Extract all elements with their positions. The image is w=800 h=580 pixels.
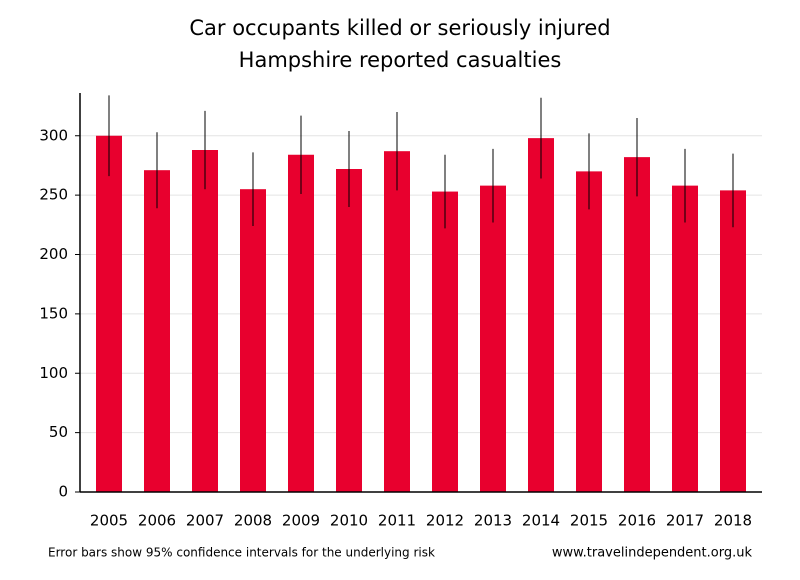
bar (624, 157, 650, 492)
x-tick-label: 2015 (570, 512, 608, 530)
x-tick-label: 2008 (234, 512, 272, 530)
y-tick-label: 250 (39, 186, 68, 204)
x-tick-label: 2012 (426, 512, 464, 530)
bar (384, 151, 410, 492)
x-tick-label: 2006 (138, 512, 176, 530)
source: www.travelindependent.org.uk (552, 546, 753, 561)
x-tick-label: 2017 (666, 512, 704, 530)
y-tick-label: 50 (49, 423, 68, 441)
bar (192, 150, 218, 492)
y-tick-label: 200 (39, 245, 68, 263)
footnote: Error bars show 95% confidence intervals… (48, 546, 435, 560)
bar (432, 191, 458, 492)
bar (720, 190, 746, 492)
x-tick-label: 2011 (378, 512, 416, 530)
bar (576, 171, 602, 492)
bar (528, 138, 554, 492)
x-tick-label: 2010 (330, 512, 368, 530)
bar (144, 170, 170, 492)
bar (288, 154, 314, 492)
y-tick-label: 100 (39, 364, 68, 382)
bar (480, 185, 506, 492)
chart-title: Car occupants killed or seriously injure… (189, 16, 610, 40)
x-tick-label: 2016 (618, 512, 656, 530)
x-tick-label: 2005 (90, 512, 128, 530)
y-tick-label: 150 (39, 304, 68, 322)
bar (672, 185, 698, 492)
bar (240, 189, 266, 492)
bar (336, 169, 362, 492)
y-tick-label: 0 (58, 483, 68, 501)
bar (96, 135, 122, 492)
x-tick-label: 2018 (714, 512, 752, 530)
x-tick-label: 2014 (522, 512, 560, 530)
y-tick-label: 300 (39, 126, 68, 144)
x-tick-label: 2007 (186, 512, 224, 530)
chart-subtitle: Hampshire reported casualties (239, 48, 562, 72)
x-tick-label: 2009 (282, 512, 320, 530)
x-tick-label: 2013 (474, 512, 512, 530)
